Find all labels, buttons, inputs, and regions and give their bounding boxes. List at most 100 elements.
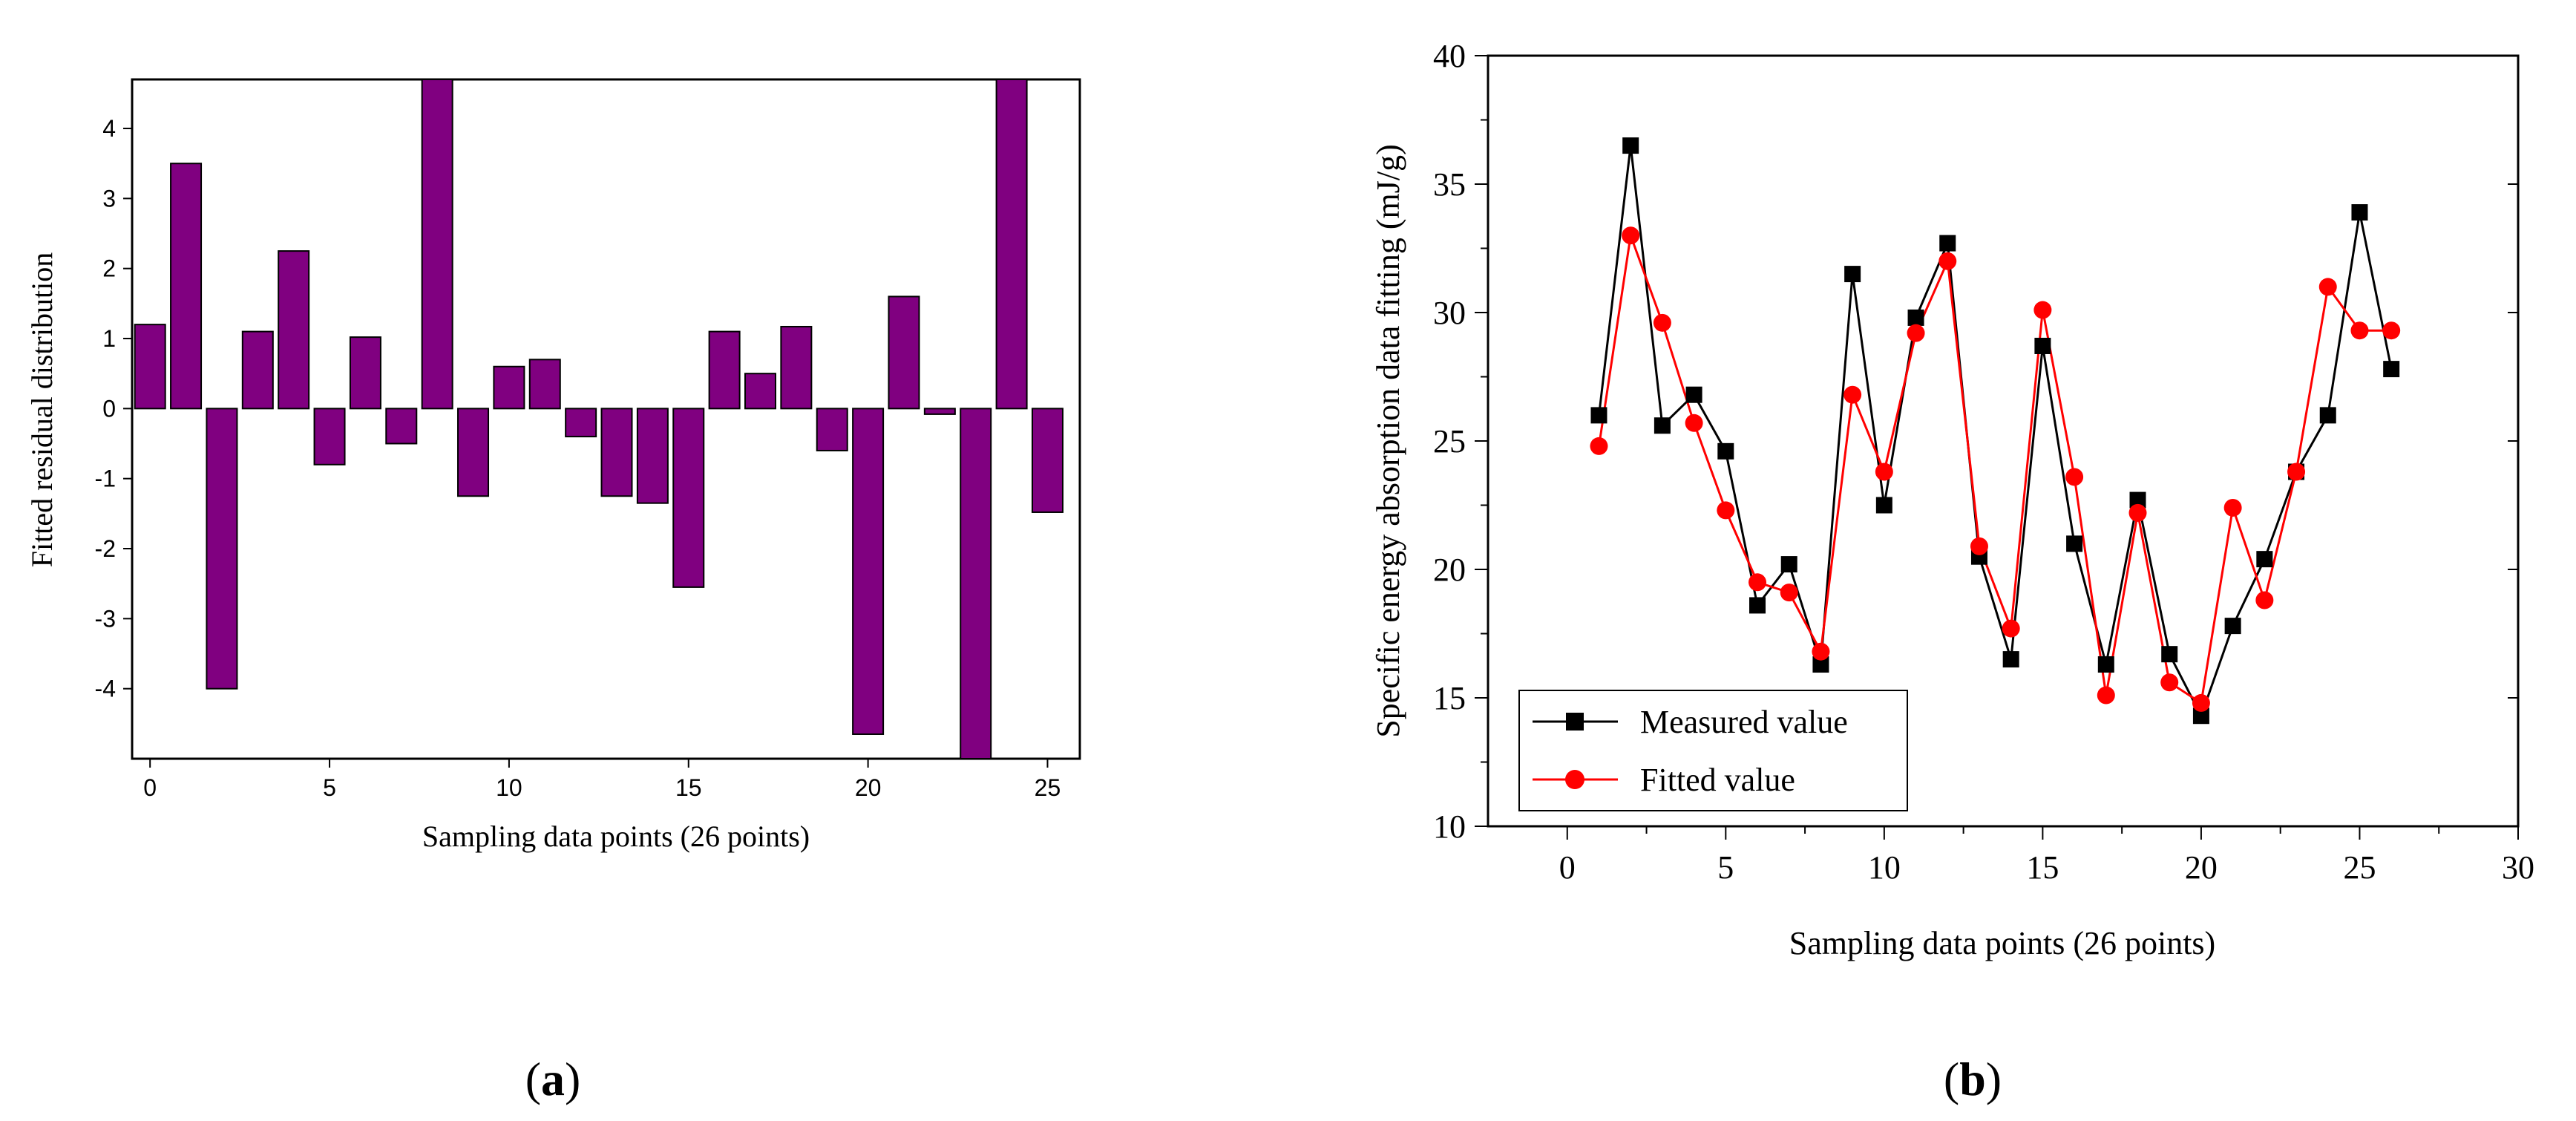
y-tick-label-a: -1 [95,465,116,492]
marker-fitted-11 [1907,324,1925,342]
marker-fitted-1 [1590,437,1608,455]
marker-measured-8 [1812,656,1829,673]
y-tick-label-a: -4 [95,676,116,702]
bar-series-a [134,79,1063,759]
legend-marker-measured [1566,713,1584,731]
y-axis-label-b: Specific energy absorption data fitting … [1370,144,1406,738]
marker-measured-2 [1622,137,1639,154]
bar-point-23 [960,408,992,759]
marker-measured-5 [1717,442,1734,460]
y-tick-label-b: 20 [1433,552,1466,588]
y-tick-label-b: 25 [1433,423,1466,460]
x-tick-label-b: 20 [2185,849,2218,886]
marker-measured-1 [1590,407,1607,424]
bar-point-16 [708,330,741,410]
bar-point-20 [852,408,885,735]
x-tick-label-b: 0 [1559,849,1576,886]
legend-b: Measured value Fitted value [1518,690,1908,811]
marker-measured-22 [2256,551,2273,568]
y-tick-label-b: 40 [1433,38,1466,74]
legend-label-fitted: Fitted value [1640,762,1795,798]
marker-fitted-21 [2223,498,2242,517]
marker-fitted-23 [2287,463,2306,481]
marker-fitted-26 [2382,321,2401,340]
marker-fitted-20 [2192,693,2210,712]
bar-point-6 [349,336,381,410]
y-tick-label-a: 1 [102,325,116,352]
marker-measured-20 [2192,707,2209,725]
marker-fitted-6 [1749,573,1767,592]
marker-measured-9 [1844,266,1861,283]
marker-fitted-8 [1812,642,1830,661]
marker-fitted-14 [2002,619,2020,638]
bar-point-13 [600,408,633,497]
marker-fitted-24 [2318,278,2337,296]
bar-point-2 [206,408,238,690]
bar-point-22 [923,408,956,415]
x-axis-label-a: Sampling data points (26 points) [422,820,810,853]
bar-point-12 [565,408,597,438]
axes-b: 0 5 10 15 20 25 30 10 15 20 25 30 35 40 [1433,38,2534,886]
marker-fitted-9 [1843,385,1862,404]
marker-measured-16 [2066,535,2083,552]
y-tick-label-a: -2 [95,535,116,562]
y-tick-label-b: 15 [1433,680,1466,716]
x-tick-label-a: 15 [675,774,702,801]
marker-measured-14 [2002,651,2019,668]
marker-fitted-10 [1875,463,1893,481]
x-tick-label-b: 30 [2502,849,2534,886]
legend-box [1518,690,1908,811]
marker-fitted-22 [2255,591,2274,609]
marker-measured-17 [2097,656,2114,673]
marker-measured-10 [1875,497,1892,514]
marker-measured-3 [1654,417,1671,434]
marker-measured-26 [2383,361,2400,378]
bar-point-7 [385,408,418,445]
marker-fitted-4 [1685,414,1703,432]
bar-point-8 [421,79,453,410]
y-tick-label-a: -3 [95,605,116,632]
marker-fitted-15 [2033,301,2052,319]
bar-point-24 [995,79,1028,410]
marker-measured-25 [2351,204,2368,221]
bar-point-4 [278,250,310,410]
bar-point-5 [313,408,346,465]
x-tick-label-a: 0 [143,774,157,801]
x-tick-label-b: 5 [1717,849,1734,886]
marker-measured-6 [1749,597,1766,614]
y-axis-label-a: Fitted residual distribution [25,252,59,567]
marker-measured-15 [2034,337,2051,354]
y-tick-label-a: 3 [102,185,116,212]
series-line-fitted [1598,235,2392,705]
bar-point-3 [241,330,274,410]
x-tick-label-a: 20 [855,774,882,801]
y-tick-label-b: 30 [1433,295,1466,331]
x-tick-label-b: 15 [2026,849,2059,886]
y-tick-label-a: 4 [102,115,116,142]
legend-label-measured: Measured value [1640,704,1848,740]
marker-measured-12 [1939,235,1956,252]
panel-label-b: (b) [1944,1053,2002,1105]
series-line-measured [1598,145,2393,719]
y-tick-label-b: 10 [1433,808,1466,845]
marker-fitted-5 [1717,501,1735,520]
marker-fitted-16 [2065,468,2084,486]
bar-point-9 [457,408,490,497]
x-tick-label-a: 10 [496,774,522,801]
x-tick-label-b: 10 [1868,849,1901,886]
x-axis-label-b: Sampling data points (26 points) [1789,925,2215,961]
bar-point-17 [744,373,776,410]
marker-fitted-2 [1622,226,1640,245]
bar-point-1 [170,163,203,410]
y-tick-label-a: 2 [102,255,116,282]
bar-point-18 [780,325,813,410]
marker-fitted-12 [1938,252,1957,270]
marker-fitted-13 [1970,537,1988,555]
marker-measured-11 [1907,309,1924,326]
line-series-b [1590,137,2401,725]
energy-absorption-line-chart: 0 5 10 15 20 25 30 10 15 20 25 30 35 40 Sampling data… [1370,38,2534,1105]
marker-fitted-25 [2350,321,2369,340]
